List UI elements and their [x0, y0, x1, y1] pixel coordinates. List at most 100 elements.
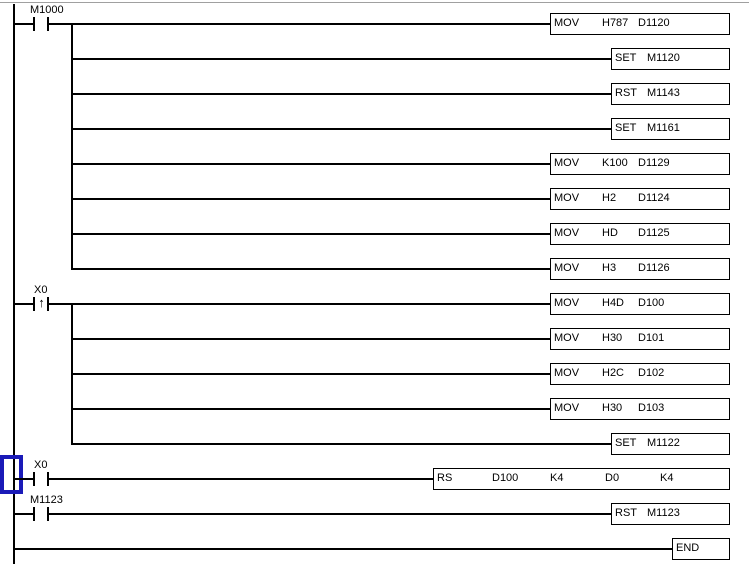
operand: D1129	[638, 157, 670, 169]
opcode: MOV	[554, 192, 580, 204]
contact-bar-right	[47, 17, 49, 31]
wire	[13, 23, 34, 25]
wire	[13, 513, 34, 515]
wire	[71, 443, 611, 445]
wire	[49, 513, 611, 515]
operand: H3	[602, 262, 617, 274]
wire	[49, 23, 550, 25]
contact-bar-left	[33, 507, 35, 521]
contact-x0[interactable]: X0	[28, 459, 58, 493]
contact-m1123[interactable]: M1123	[28, 494, 63, 528]
operand: M1143	[647, 87, 680, 99]
instruction-box[interactable]: MOV K100 D1129	[550, 153, 730, 175]
instruction-box[interactable]: MOV H30 D101	[550, 328, 730, 350]
operand: D1120	[638, 17, 670, 29]
wire	[71, 93, 611, 95]
instruction-box[interactable]: MOV H787 D1120	[550, 13, 730, 35]
operand: D100	[638, 297, 665, 309]
contact-bar-left	[33, 297, 35, 311]
wire	[15, 548, 672, 550]
contact-bar-right	[47, 472, 49, 486]
opcode: MOV	[554, 367, 580, 379]
operand: M1122	[647, 437, 680, 449]
opcode: RST	[615, 87, 637, 99]
branch-line	[71, 23, 73, 270]
contact-bar-left	[33, 17, 35, 31]
operand: M1120	[647, 52, 680, 64]
panel-top-border	[0, 2, 749, 3]
operand: D102	[638, 367, 665, 379]
operand: D103	[638, 402, 665, 414]
instruction-box[interactable]: RS D100 K4 D0 K4	[433, 468, 730, 490]
opcode: MOV	[554, 262, 580, 274]
contact-x0-rising[interactable]: X0 ↑	[28, 284, 58, 318]
opcode: MOV	[554, 332, 580, 344]
wire	[71, 58, 611, 60]
contact-label: X0	[34, 284, 48, 296]
opcode: MOV	[554, 297, 580, 309]
operand: D100	[492, 472, 519, 484]
wire	[13, 303, 34, 305]
instruction-box[interactable]: MOV H2C D102	[550, 363, 730, 385]
operand: H4D	[602, 297, 625, 309]
operand: H30	[602, 402, 623, 414]
operand: D101	[638, 332, 665, 344]
opcode: RS	[437, 472, 453, 484]
instruction-box-end[interactable]: END	[672, 538, 730, 560]
wire	[71, 373, 550, 375]
operand: H787	[602, 17, 629, 29]
wire	[71, 163, 550, 165]
wire	[13, 478, 34, 480]
operand: M1123	[647, 507, 680, 519]
operand: D1126	[638, 262, 670, 274]
instruction-box[interactable]: MOV H3 D1126	[550, 258, 730, 280]
operand: K4	[660, 472, 674, 484]
operand: D1125	[638, 227, 670, 239]
opcode: SET	[615, 52, 637, 64]
operand: K100	[602, 157, 628, 169]
rising-edge-arrow: ↑	[38, 295, 45, 310]
operand: D1124	[638, 192, 670, 204]
opcode: MOV	[554, 227, 580, 239]
operand: H30	[602, 332, 623, 344]
instruction-box[interactable]: RST M1123	[611, 503, 730, 525]
operand: H2C	[602, 367, 625, 379]
opcode: END	[676, 542, 700, 554]
contact-label: X0	[34, 459, 48, 471]
wire	[71, 233, 550, 235]
instruction-box[interactable]: RST M1143	[611, 83, 730, 105]
instruction-box[interactable]: MOV H30 D103	[550, 398, 730, 420]
operand: H2	[602, 192, 617, 204]
opcode: RST	[615, 507, 637, 519]
selection-cursor	[0, 455, 23, 494]
wire	[71, 268, 550, 270]
opcode: SET	[615, 122, 637, 134]
contact-label: M1000	[30, 4, 64, 16]
opcode: MOV	[554, 17, 580, 29]
instruction-box[interactable]: SET M1120	[611, 48, 730, 70]
operand: D0	[605, 472, 620, 484]
wire	[49, 303, 550, 305]
contact-bar-right	[47, 507, 49, 521]
instruction-box[interactable]: MOV H2 D1124	[550, 188, 730, 210]
wire	[71, 338, 550, 340]
instruction-box[interactable]: SET M1122	[611, 433, 730, 455]
instruction-box[interactable]: MOV H4D D100	[550, 293, 730, 315]
opcode: MOV	[554, 402, 580, 414]
instruction-box[interactable]: MOV HD D1125	[550, 223, 730, 245]
wire	[49, 478, 433, 480]
contact-bar-right	[47, 297, 49, 311]
wire	[71, 198, 550, 200]
operand: HD	[602, 227, 618, 239]
contact-m1000[interactable]: M1000	[28, 4, 64, 38]
wire	[71, 128, 611, 130]
opcode: MOV	[554, 157, 580, 169]
operand: M1161	[647, 122, 680, 134]
contact-label: M1123	[30, 494, 63, 506]
operand: K4	[550, 472, 564, 484]
left-power-rail	[13, 4, 15, 564]
opcode: SET	[615, 437, 637, 449]
contact-bar-left	[33, 472, 35, 486]
instruction-box[interactable]: SET M1161	[611, 118, 730, 140]
